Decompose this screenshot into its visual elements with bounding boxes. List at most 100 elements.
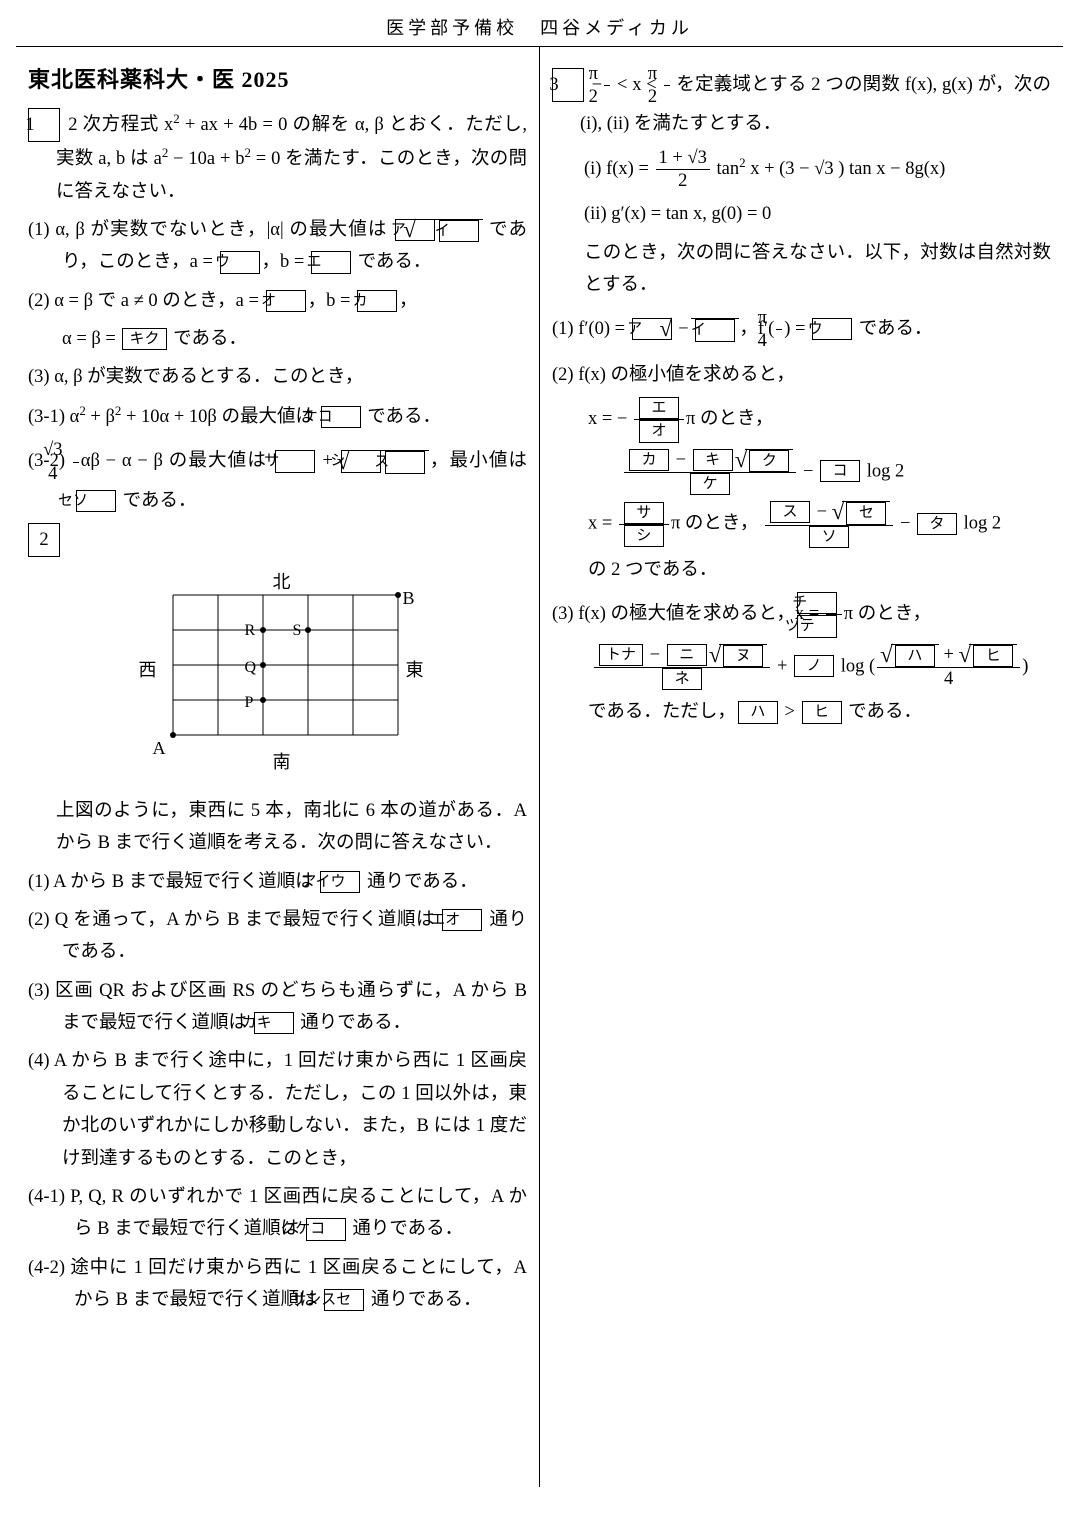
p2i3-end: 通りである． xyxy=(296,1013,411,1033)
sqrt-icon: √ヒ xyxy=(959,644,1018,667)
frac-num: π xyxy=(664,63,670,86)
p3i1-lbl: (1) xyxy=(552,319,574,339)
p3-eq1: x = − エオπ のとき， xyxy=(588,397,1051,443)
p3eq1-post: π のとき， xyxy=(686,409,773,429)
ans-box: ソ xyxy=(809,526,849,548)
problem-1: 1 2 次方程式 x2 + ax + 4b = 0 の解を α, β とおく．た… xyxy=(28,108,527,208)
p2-item3: (3) 区画 QR および区画 RS のどちらも通らずに，A から B まで最短… xyxy=(28,975,527,1040)
p3-cond-i: (i) f(x) = 1 + √32 tan2 x + (3 − √3 ) ta… xyxy=(552,147,1051,192)
ans-box: オ xyxy=(266,290,306,312)
p1-item32: (3-2) √34αβ − α − β の最大値は サ + シ√ス，最小値は セ… xyxy=(28,439,527,517)
p3eq2-end: log 2 xyxy=(862,461,904,481)
p3eq4-plus: + xyxy=(772,656,792,676)
p2-lead: 上図のように，東西に 5 本，南北に 6 本の道がある．A から B まで行く道… xyxy=(28,795,527,860)
left-column: 東北医科薬科大・医 2025 1 2 次方程式 x2 + ax + 4b = 0… xyxy=(16,47,539,1487)
frac-den: 2 xyxy=(664,86,670,108)
p1i2b-pre: α = β = xyxy=(62,329,120,349)
p3-eq3: x = サシπ のとき， ス − √セ ソ − タ log 2 xyxy=(588,501,1051,548)
ans-box: ウ xyxy=(220,251,260,273)
p3-i3-tail: である．ただし，ハ > ヒ である． xyxy=(552,696,1051,728)
ans-box: カ xyxy=(357,290,397,312)
ans-box: アイウ xyxy=(320,871,360,893)
problem-2: 2 xyxy=(28,523,527,557)
fraction: サシ xyxy=(619,502,669,548)
frac-num: 1 + √3 xyxy=(656,147,710,170)
ans-box: ツテ xyxy=(797,615,837,637)
sqrt-icon: √イ xyxy=(437,219,483,242)
ans-box: ケ xyxy=(690,473,730,495)
p1i32-mid: αβ − α − β の最大値は xyxy=(81,451,273,471)
ans-box: エ xyxy=(311,251,351,273)
south-label: 南 xyxy=(273,747,291,779)
p3eq3-pre: x = xyxy=(588,514,617,534)
p3i1-end: である． xyxy=(854,319,932,339)
columns: 東北医科薬科大・医 2025 1 2 次方程式 x2 + ax + 4b = 0… xyxy=(16,47,1063,1487)
frac-den: 4 xyxy=(776,330,782,352)
fraction: π2 xyxy=(604,63,610,108)
p3eq2-mid: − xyxy=(671,450,691,470)
ans-box: ヒ xyxy=(802,701,842,723)
p3eq4-m2: + xyxy=(939,645,959,665)
ans-box: トナ xyxy=(599,644,643,666)
right-column: 3 −π2 < x < π2 を定義域とする 2 つの関数 f(x), g(x)… xyxy=(540,47,1063,1487)
p2-item42: (4-2) 途中に 1 回だけ東から西に 1 区画戻ることにして，A から B … xyxy=(28,1252,527,1317)
p3ci-mid2: x + (3 − √3 ) tan x − 8g(x) xyxy=(746,159,946,179)
p3eq4-log: log ( xyxy=(836,656,875,676)
west-label: 西 xyxy=(139,655,157,687)
fraction: π4 xyxy=(776,307,782,352)
p3eq2-post: − xyxy=(798,461,818,481)
p3eq3-mid: π のとき， xyxy=(671,514,758,534)
ans-box: クケコ xyxy=(306,1218,346,1240)
ans-box: ウ xyxy=(812,318,852,340)
Q-label: Q xyxy=(245,654,257,682)
p3i1-pre: f′(0) = xyxy=(578,319,629,339)
p1i2-end: ， xyxy=(399,291,418,311)
p2i1-pre: (1) A から B まで最短で行く道順は xyxy=(28,872,318,892)
p1i31-pre: (3-1) α xyxy=(28,407,79,427)
ans-box: ケコ xyxy=(321,406,361,428)
p1i31-m1: + β xyxy=(86,407,115,427)
p3i3t-a: である．ただし， xyxy=(588,702,736,722)
ans-box: キク xyxy=(122,328,166,350)
ans-box: イ xyxy=(695,319,735,341)
p1i31-m2: + 10α + 10β の最大値は xyxy=(121,407,318,427)
p3-item3: (3) f(x) の極大値を求めると，x = チツテπ のとき， xyxy=(552,592,1051,638)
p3-item2: (2) f(x) の極小値を求めると， xyxy=(552,359,1051,391)
problem-number-2: 2 xyxy=(28,523,60,557)
sqrt-icon: √イ xyxy=(693,318,739,341)
fraction: ス − √セ ソ xyxy=(765,501,893,548)
ans-box: サシスセ xyxy=(324,1289,364,1311)
problem-number-3: 3 xyxy=(552,68,584,102)
p1-text3: − 10a + b xyxy=(168,149,244,169)
R-label: R xyxy=(245,617,256,645)
page: 医学部予備校 四谷メディカル 東北医科薬科大・医 2025 1 2 次方程式 x… xyxy=(0,0,1079,1521)
ans-box: タ xyxy=(917,513,957,535)
S-label: S xyxy=(293,617,302,645)
ans-box: ネ xyxy=(662,668,702,690)
running-head: 医学部予備校 四谷メディカル xyxy=(0,0,1079,40)
problem-number-1: 1 xyxy=(28,108,60,142)
ans-box: ハ xyxy=(738,701,778,723)
p3ci-pre: (i) f(x) = xyxy=(584,159,654,179)
north-label: 北 xyxy=(273,567,291,599)
p1i2-pre: (2) α = β で a ≠ 0 のとき，a = xyxy=(28,291,264,311)
p3i1-m2: ，f′( xyxy=(739,319,774,339)
p3-eq4: トナ − ニ√ヌ ネ + ノ log ( √ハ + √ヒ 4 ) xyxy=(592,644,1051,691)
p1i31-end: である． xyxy=(363,407,441,427)
ans-box: チ xyxy=(797,592,837,614)
ans-box: ニ xyxy=(667,644,707,666)
ans-box: ヌ xyxy=(723,645,763,667)
frac-num: π xyxy=(604,63,610,86)
p1-item1: (1) α, β が実数でないとき，|α| の最大値は ア√イ であり，このとき… xyxy=(28,214,527,279)
ans-box: ハ xyxy=(895,645,935,667)
ans-box: コ xyxy=(820,460,860,482)
p1i2-mid1: ，b = xyxy=(308,291,355,311)
fraction: トナ − ニ√ヌ ネ xyxy=(594,644,770,691)
p2-item2: (2) Q を通って，A から B まで最短で行く道順は エオ 通りである． xyxy=(28,904,527,969)
ans-box: サ xyxy=(624,502,664,524)
p1i2b-end: である． xyxy=(169,329,247,349)
p1i1-mid2: ，b = xyxy=(262,252,309,272)
fraction: カ − キ√ク ケ xyxy=(624,449,796,496)
sqrt-icon: √ハ xyxy=(880,644,939,667)
problem-3: 3 −π2 < x < π2 を定義域とする 2 つの関数 f(x), g(x)… xyxy=(552,63,1051,141)
